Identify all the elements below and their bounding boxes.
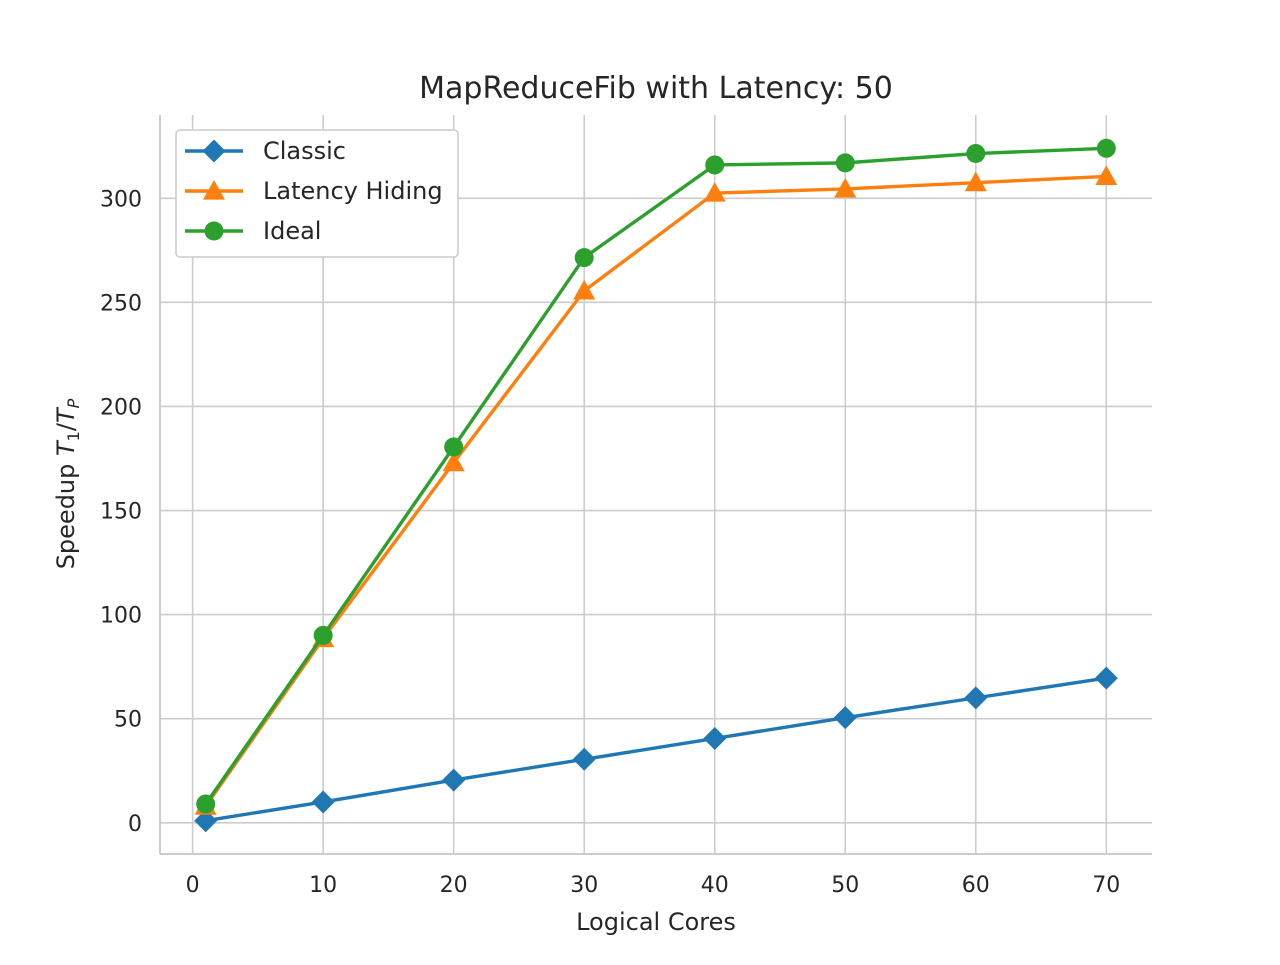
data-series bbox=[194, 138, 1118, 833]
data-point-classic bbox=[311, 790, 335, 814]
legend-entry-latency-hiding: Latency Hiding bbox=[185, 177, 443, 205]
data-point-latency-hiding bbox=[834, 177, 857, 198]
legend-entry-ideal: Ideal bbox=[185, 217, 321, 245]
data-point-ideal bbox=[1096, 138, 1116, 158]
data-point-ideal bbox=[444, 437, 464, 457]
x-tick-label: 20 bbox=[440, 873, 468, 898]
y-axis-label: Speedup T1/TP bbox=[52, 398, 83, 569]
y-axis-label-text: Speedup T1/TP bbox=[52, 398, 83, 569]
y-tick-label: 100 bbox=[100, 604, 142, 629]
legend-entry-classic: Classic bbox=[185, 137, 346, 165]
series-line-classic bbox=[203, 676, 1109, 823]
y-tick-label: 50 bbox=[114, 708, 142, 733]
legend: Classic Latency Hiding Ideal bbox=[175, 129, 459, 258]
data-point-ideal bbox=[705, 155, 725, 175]
legend-label-latency-hiding: Latency Hiding bbox=[263, 177, 443, 205]
data-point-ideal bbox=[313, 625, 333, 645]
y-tick-label: 300 bbox=[100, 187, 142, 212]
x-tick-label: 60 bbox=[962, 873, 990, 898]
data-point-latency-hiding bbox=[442, 451, 465, 472]
data-point-ideal bbox=[196, 794, 216, 814]
data-point-latency-hiding bbox=[703, 182, 726, 202]
data-point-classic bbox=[703, 726, 727, 750]
y-tick-label: 250 bbox=[100, 291, 142, 316]
x-tick-label: 50 bbox=[831, 873, 859, 898]
data-point-ideal bbox=[835, 153, 855, 173]
data-point-classic bbox=[194, 809, 218, 833]
x-tick-label: 10 bbox=[309, 873, 337, 898]
legend-marker-latency-hiding bbox=[203, 180, 225, 200]
y-tick-label: 200 bbox=[100, 395, 142, 420]
tick-labels: 0 10 20 30 40 50 60 70 0 50 100 150 200 250 300 bbox=[100, 187, 1120, 898]
data-point-classic bbox=[964, 686, 988, 710]
series-ideal bbox=[196, 138, 1116, 814]
x-tick-label: 30 bbox=[570, 873, 598, 898]
data-point-classic bbox=[1094, 666, 1118, 690]
x-tick-label: 70 bbox=[1092, 873, 1120, 898]
data-point-classic bbox=[572, 747, 596, 771]
data-point-latency-hiding bbox=[573, 279, 596, 300]
x-tick-label: 40 bbox=[701, 873, 729, 898]
axes-spines bbox=[159, 115, 1152, 855]
legend-marker-ideal bbox=[204, 221, 224, 241]
data-point-ideal bbox=[966, 144, 986, 164]
x-axis-label: Logical Cores bbox=[576, 908, 736, 936]
series-line-ideal bbox=[203, 146, 1109, 806]
chart-title: MapReduceFib with Latency: 50 bbox=[419, 71, 893, 106]
series-line-latency-hiding bbox=[203, 174, 1109, 808]
y-tick-label: 0 bbox=[128, 812, 142, 837]
legend-marker-classic bbox=[202, 139, 226, 163]
legend-label-ideal: Ideal bbox=[263, 217, 321, 245]
data-point-latency-hiding bbox=[1095, 165, 1118, 185]
data-point-classic bbox=[442, 768, 466, 792]
data-point-ideal bbox=[574, 248, 594, 268]
data-point-latency-hiding bbox=[964, 171, 987, 192]
y-tick-label: 150 bbox=[100, 500, 142, 525]
data-point-classic bbox=[833, 706, 857, 730]
legend-label-classic: Classic bbox=[263, 137, 346, 165]
x-tick-label: 0 bbox=[186, 873, 200, 898]
series-classic bbox=[194, 666, 1118, 833]
legend-frame bbox=[175, 129, 459, 258]
